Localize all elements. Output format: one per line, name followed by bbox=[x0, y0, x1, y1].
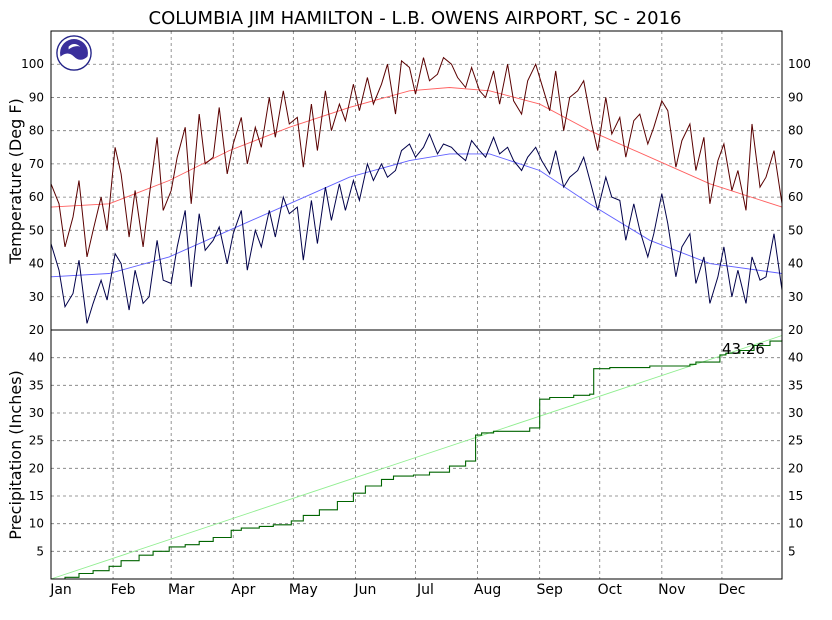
precipitation-tick-left: 35 bbox=[29, 378, 44, 392]
temperature-tick-right: 80 bbox=[788, 124, 803, 138]
temperature-tick-right: 90 bbox=[788, 90, 803, 104]
precipitation-series-normal bbox=[50, 335, 783, 580]
precipitation-tick-left: 10 bbox=[29, 517, 44, 531]
temperature-tick-left: 40 bbox=[29, 257, 44, 271]
precipitation-tick-right: 35 bbox=[788, 378, 803, 392]
precipitation-tick-right: 25 bbox=[788, 434, 803, 448]
temperature-series-normal-low bbox=[50, 153, 783, 278]
month-label-oct: Oct bbox=[598, 582, 623, 598]
temperature-tick-right: 50 bbox=[788, 223, 803, 237]
temperature-tick-right: 70 bbox=[788, 157, 803, 171]
temperature-tick-left: 30 bbox=[29, 290, 44, 304]
month-label-jul: Jul bbox=[416, 582, 434, 598]
temperature-tick-left: 70 bbox=[29, 157, 44, 171]
temperature-tick-right: 100 bbox=[788, 57, 811, 71]
precipitation-tick-right: 40 bbox=[788, 351, 803, 365]
temperature-series-daily-low bbox=[50, 132, 783, 324]
precipitation-tick-left: 30 bbox=[29, 406, 44, 420]
month-label-dec: Dec bbox=[718, 582, 745, 598]
month-label-feb: Feb bbox=[111, 582, 136, 598]
temperature-tick-right: 20 bbox=[788, 323, 803, 337]
precip-total-annotation: 43.26 bbox=[722, 340, 765, 358]
precipitation-tick-left: 5 bbox=[36, 544, 44, 558]
month-label-jan: Jan bbox=[49, 582, 72, 598]
precipitation-tick-left: 20 bbox=[29, 461, 44, 475]
chart-title: COLUMBIA JIM HAMILTON - L.B. OWENS AIRPO… bbox=[149, 8, 682, 29]
month-label-jun: Jun bbox=[353, 582, 376, 598]
noaa-logo bbox=[56, 35, 92, 71]
temperature-tick-left: 50 bbox=[29, 223, 44, 237]
precipitation-tick-left: 40 bbox=[29, 351, 44, 365]
precipitation-tick-right: 5 bbox=[788, 544, 796, 558]
plot-series bbox=[50, 56, 783, 580]
temperature-tick-left: 100 bbox=[21, 57, 44, 71]
precipitation-tick-right: 30 bbox=[788, 406, 803, 420]
precipitation-tick-left: 25 bbox=[29, 434, 44, 448]
temperature-tick-right: 40 bbox=[788, 257, 803, 271]
tick-labels: Jan Feb Mar Apr May Jun Jul Aug Sep Oct Nov Dec 20 20… bbox=[21, 57, 811, 598]
grid-lines bbox=[51, 31, 782, 579]
month-label-mar: Mar bbox=[168, 582, 195, 598]
month-label-sep: Sep bbox=[536, 582, 563, 598]
temperature-series-normal-high bbox=[50, 87, 783, 208]
month-label-apr: Apr bbox=[231, 582, 255, 598]
precipitation-tick-left: 15 bbox=[29, 489, 44, 503]
temperature-series-daily-high bbox=[50, 56, 783, 258]
temperature-tick-left: 20 bbox=[29, 323, 44, 337]
precipitation-axis-label: Precipitation (Inches) bbox=[6, 370, 25, 540]
temperature-tick-left: 90 bbox=[29, 90, 44, 104]
month-label-aug: Aug bbox=[474, 582, 501, 598]
plot-frame bbox=[50, 30, 783, 580]
month-label-may: May bbox=[289, 582, 318, 598]
temperature-tick-left: 80 bbox=[29, 124, 44, 138]
precipitation-tick-right: 20 bbox=[788, 461, 803, 475]
temperature-tick-right: 30 bbox=[788, 290, 803, 304]
temperature-axis-label: Temperature (Deg F) bbox=[6, 98, 25, 265]
precipitation-tick-right: 10 bbox=[788, 517, 803, 531]
temperature-tick-right: 60 bbox=[788, 190, 803, 204]
month-label-nov: Nov bbox=[658, 582, 685, 598]
temperature-tick-left: 60 bbox=[29, 190, 44, 204]
precipitation-series-cumulative bbox=[51, 339, 783, 580]
precipitation-tick-right: 15 bbox=[788, 489, 803, 503]
